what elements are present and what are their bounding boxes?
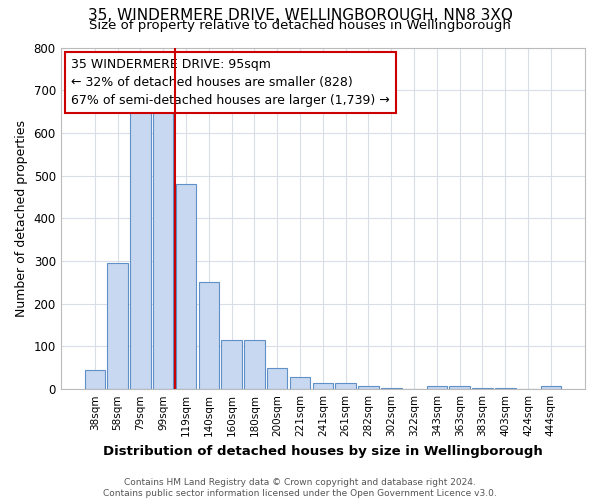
Bar [541, 386, 561, 389]
Bar [85, 370, 105, 389]
Text: 35, WINDERMERE DRIVE, WELLINGBOROUGH, NN8 3XQ: 35, WINDERMERE DRIVE, WELLINGBOROUGH, NN… [88, 8, 512, 22]
Bar [267, 368, 287, 389]
Bar [176, 184, 196, 389]
Bar [221, 340, 242, 389]
Text: 35 WINDERMERE DRIVE: 95sqm
← 32% of detached houses are smaller (828)
67% of sem: 35 WINDERMERE DRIVE: 95sqm ← 32% of deta… [71, 58, 390, 107]
Bar [427, 386, 447, 389]
Text: Contains HM Land Registry data © Crown copyright and database right 2024.
Contai: Contains HM Land Registry data © Crown c… [103, 478, 497, 498]
Bar [449, 386, 470, 389]
X-axis label: Distribution of detached houses by size in Wellingborough: Distribution of detached houses by size … [103, 444, 543, 458]
Bar [130, 112, 151, 389]
Bar [290, 377, 310, 389]
Text: Size of property relative to detached houses in Wellingborough: Size of property relative to detached ho… [89, 18, 511, 32]
Bar [358, 386, 379, 389]
Bar [335, 383, 356, 389]
Y-axis label: Number of detached properties: Number of detached properties [15, 120, 28, 317]
Bar [472, 388, 493, 389]
Bar [153, 108, 173, 389]
Bar [381, 388, 401, 389]
Bar [244, 340, 265, 389]
Bar [313, 383, 333, 389]
Bar [199, 282, 219, 389]
Bar [495, 388, 515, 389]
Bar [107, 263, 128, 389]
